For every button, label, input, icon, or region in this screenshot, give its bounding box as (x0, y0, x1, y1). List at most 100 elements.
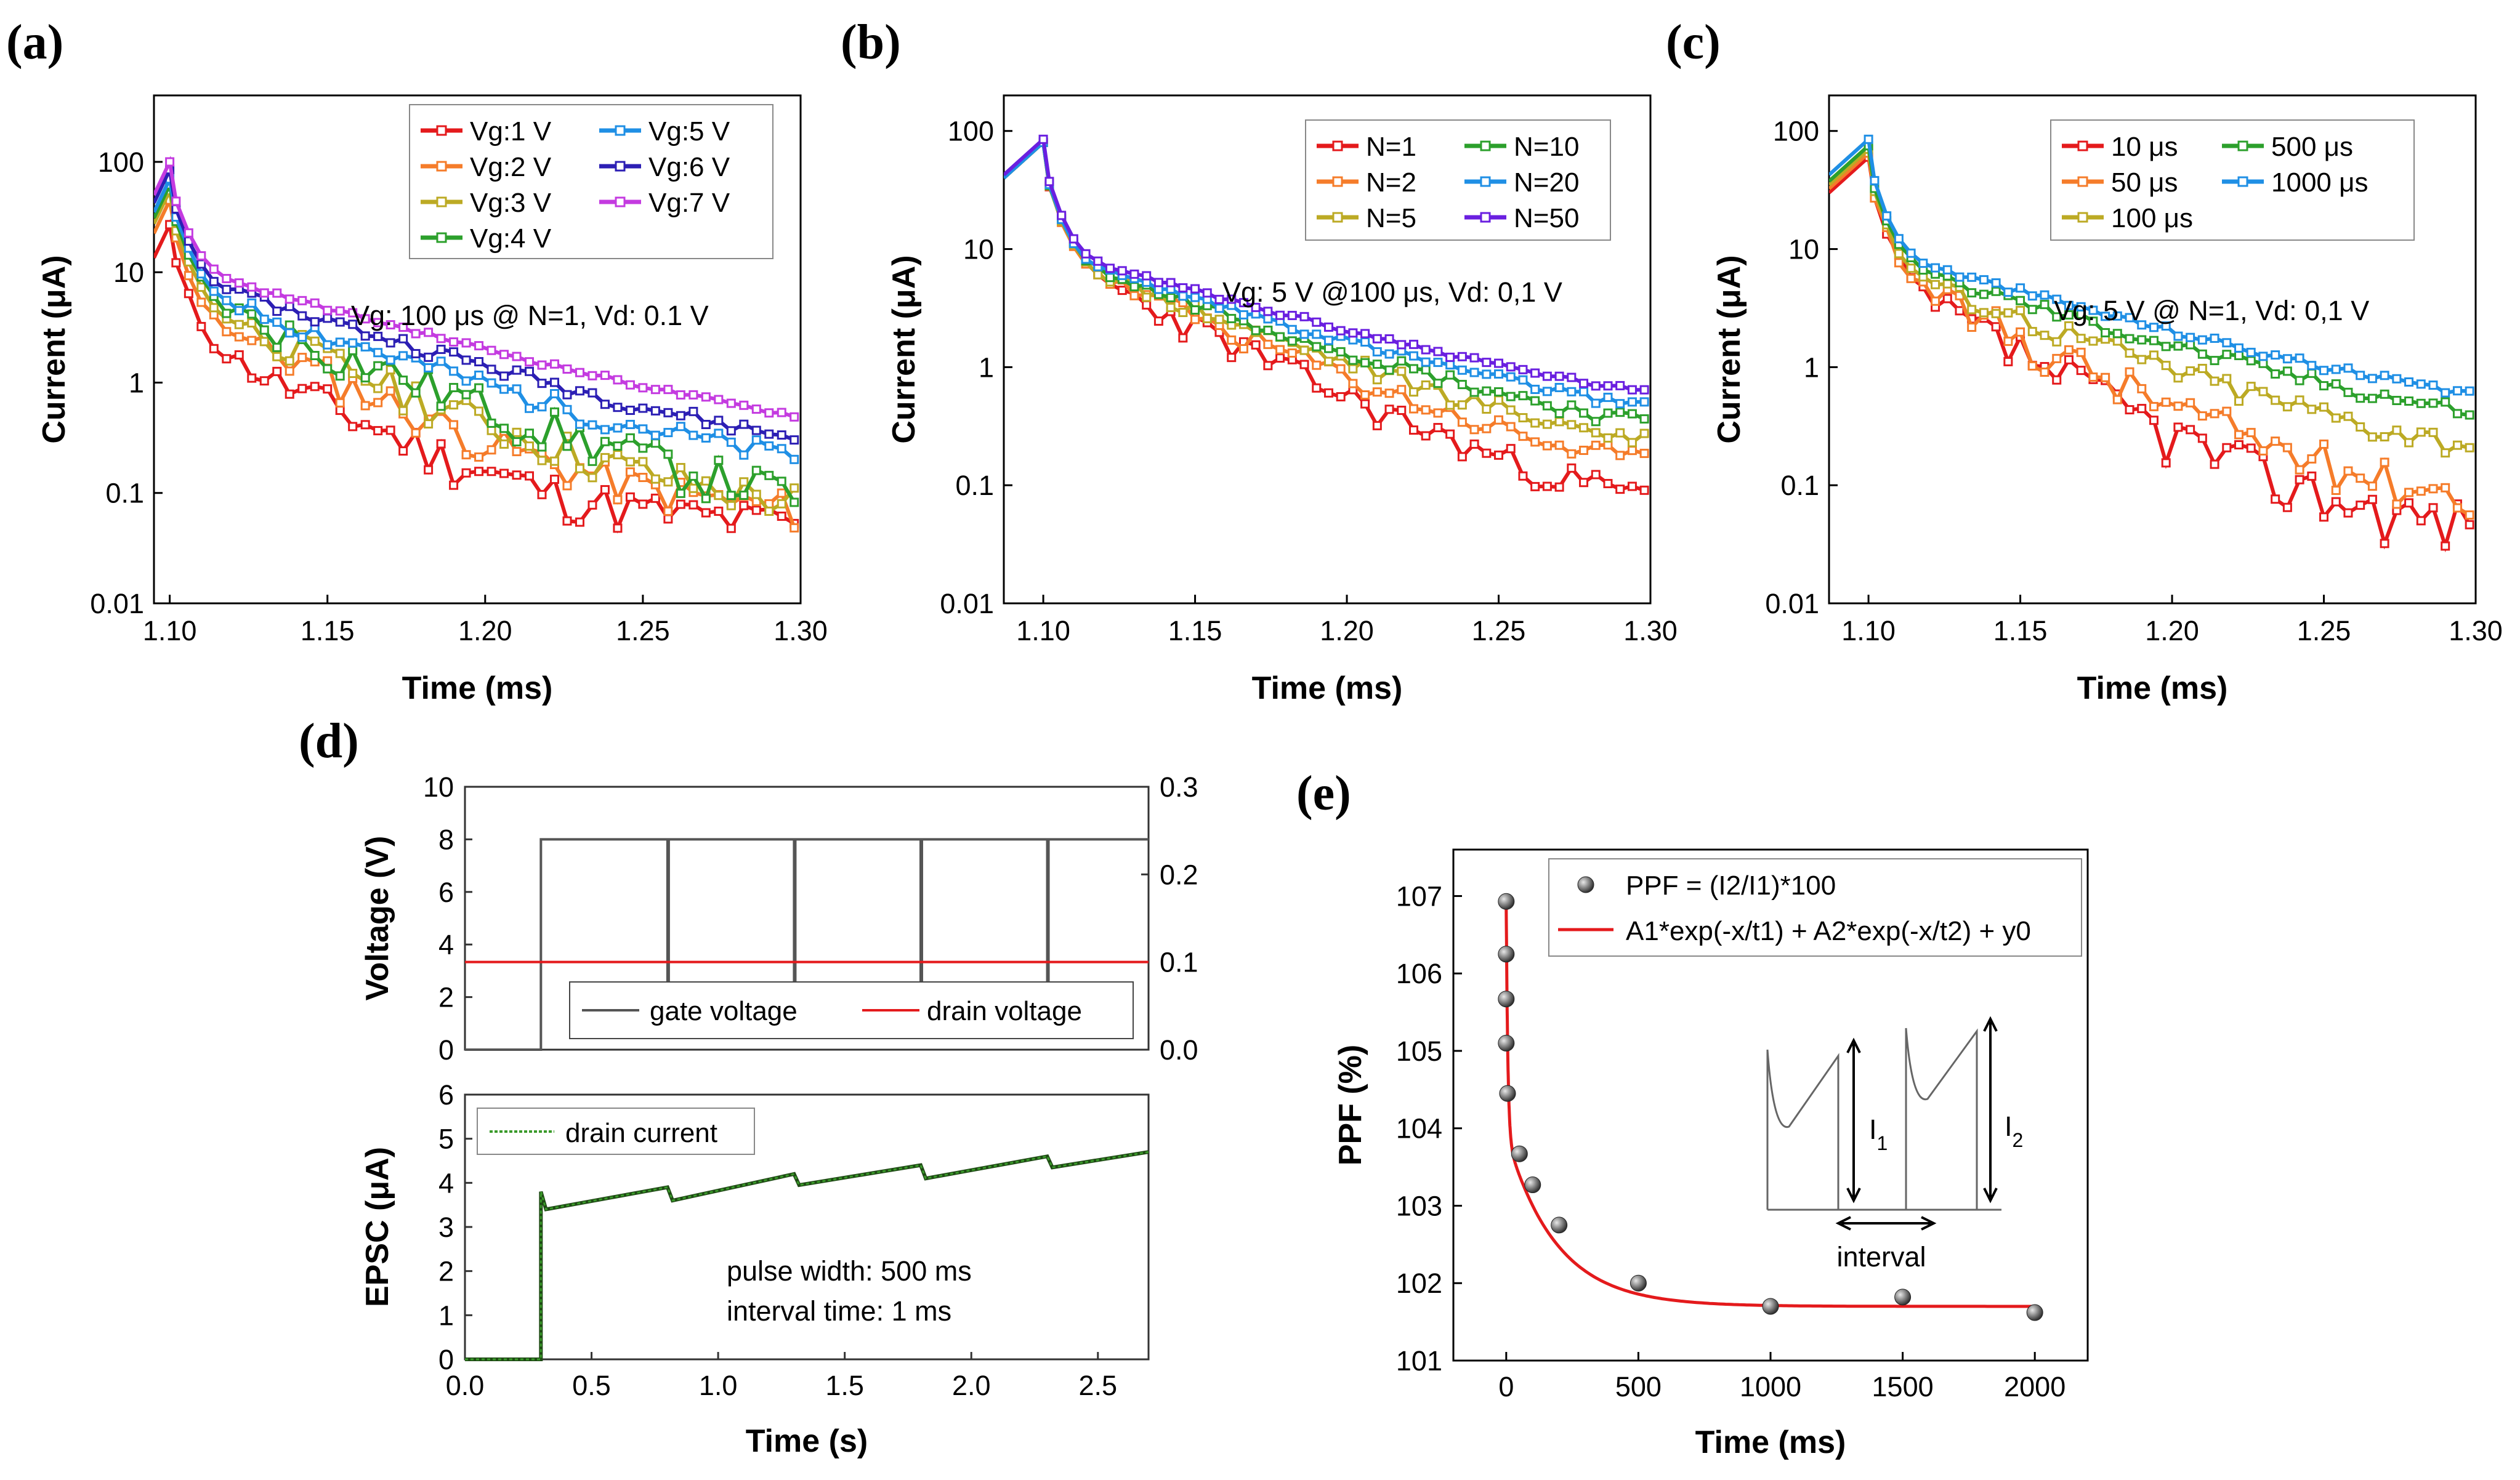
panel-a-series-marker (386, 320, 395, 330)
panel-a-series-marker (323, 364, 333, 374)
panel-a-series-marker (373, 318, 383, 328)
panel-a-series-marker (676, 488, 685, 498)
panel-b-series-marker (1542, 401, 1552, 411)
panel-b-series-marker (1591, 417, 1601, 427)
panel-a-series-marker (222, 273, 232, 283)
e-data-point (1762, 1298, 1779, 1315)
panel-b-series-marker (1214, 294, 1224, 304)
panel-a-series-marker (549, 407, 559, 417)
panel-c-legend-label: 10 μs (2111, 132, 2178, 162)
panel-c-series-marker (2076, 302, 2086, 312)
e-ytick-label: 107 (1396, 880, 1442, 912)
panel-c-series-marker (2210, 356, 2219, 366)
panel-c-series-marker (2367, 432, 2377, 442)
e-inset-pulse-2 (1905, 1028, 1978, 1210)
panel-b-series-marker (1372, 387, 1382, 397)
panel-b-series-marker (1518, 413, 1528, 423)
panel-a-series-marker (790, 454, 799, 464)
panel-b-series-marker (1506, 372, 1516, 382)
panel-b-series-marker (1299, 345, 1309, 355)
panel-c-series-marker (2416, 379, 2426, 389)
panel-c-series-marker (2016, 296, 2025, 305)
panel-a-series-marker (487, 467, 496, 477)
panel-a-series-marker (234, 320, 244, 329)
panel-c-series-marker (2380, 371, 2389, 380)
panel-c-series-marker (1991, 286, 2001, 296)
panel-a-series-marker (777, 512, 786, 521)
panel-b-series-marker (1238, 310, 1248, 320)
panel-a-series-marker (222, 284, 232, 294)
d-top-y2tick-label: 0.3 (1160, 771, 1198, 803)
panel-a-series-marker (310, 298, 320, 308)
panel-b-series-marker (1567, 420, 1577, 430)
panel-a-series-marker (625, 405, 635, 415)
panel-b-series-marker (1603, 408, 1613, 418)
panel-c-series-marker (2295, 465, 2304, 475)
panel-a-series-marker (663, 477, 673, 487)
panel-b-series-marker (1627, 446, 1637, 456)
panel-a-series-marker (209, 276, 219, 286)
panel-b-series-marker (1360, 358, 1370, 368)
panel-c-series-marker (2404, 438, 2414, 448)
panel-c-series-marker (2452, 386, 2462, 396)
panel-b-series-marker (1117, 266, 1127, 276)
panel-b-series-marker (1482, 386, 1492, 396)
panel-a-series-line (154, 184, 796, 514)
panel-c-series-marker (2222, 406, 2232, 416)
panel-b-series-marker (1530, 481, 1540, 491)
panel-b-series-marker (1591, 381, 1601, 391)
panel-b-chart: 1.10 1.15 1.20 1.25 1.30 100 10 1 0.1 0.01 Time (m… (886, 94, 1678, 706)
panel-c-series-marker (1991, 278, 2001, 288)
panel-a-series-marker (285, 366, 294, 376)
panel-a-series-marker (323, 340, 333, 350)
panel-b-series-marker (1615, 451, 1625, 460)
panel-c-series-marker (1864, 134, 1873, 144)
panel-a-series-marker (411, 388, 421, 398)
e-data-point (1524, 1176, 1541, 1194)
panel-a-series-marker (398, 323, 408, 332)
panel-a-series-marker (360, 420, 370, 430)
panel-c-series-marker (1979, 275, 1989, 284)
d-bottom-ytick-label: 2 (438, 1256, 454, 1287)
panel-b-series-marker (1494, 395, 1504, 405)
d-bottom-ytick-label: 6 (438, 1079, 454, 1111)
panel-b-series-marker (1227, 353, 1237, 363)
panel-b-series-marker (1323, 356, 1333, 366)
panel-a-xtick-label: 1.15 (301, 615, 355, 646)
panel-b-series-marker (1372, 347, 1382, 356)
d-legend-drain-label: drain voltage (927, 996, 1082, 1026)
panel-b-series-marker (1579, 445, 1589, 455)
panel-a-series-marker (663, 506, 673, 516)
panel-b-series-marker (1166, 292, 1176, 302)
e-xtick-label: 2000 (2004, 1371, 2066, 1402)
panel-a-series-marker (499, 350, 509, 360)
panel-c-series-marker (2416, 427, 2426, 437)
panel-b-xtick-label: 1.15 (1168, 615, 1222, 646)
d-top-ytick-label: 8 (438, 824, 454, 855)
panel-a-series-group (154, 155, 799, 534)
panel-a-series-marker (600, 371, 610, 380)
panel-a-series-marker (549, 388, 559, 398)
panel-a-series-marker (689, 483, 698, 493)
panel-a-series-marker (424, 465, 434, 475)
panel-a-series-marker (196, 321, 206, 331)
panel-b-series-marker (1348, 364, 1358, 374)
panel-a-series-marker (360, 342, 370, 352)
panel-a-series-marker (638, 403, 648, 413)
panel-c-series-marker (1967, 323, 1977, 332)
panel-c-series-marker (2052, 294, 2062, 304)
panel-b-series-marker (1336, 364, 1346, 374)
panel-b-ytick-label: 100 (948, 116, 994, 147)
panel-c-ytick-label: 0.01 (1765, 588, 1819, 619)
panel-b-series-marker (1421, 380, 1431, 390)
panel-b-series-marker (1639, 397, 1649, 407)
panel-c-series-marker (1882, 211, 1892, 221)
panel-a-series-marker (562, 390, 572, 400)
panel-a-series-marker (272, 307, 282, 316)
panel-a-xlabel: Time (ms) (402, 670, 553, 706)
panel-a-series-marker (714, 395, 724, 404)
panel-b-series-marker (1287, 348, 1297, 358)
panel-b-series-marker (1323, 336, 1333, 345)
panel-a-series-marker (600, 400, 610, 409)
panel-b-series-marker (1384, 365, 1394, 375)
